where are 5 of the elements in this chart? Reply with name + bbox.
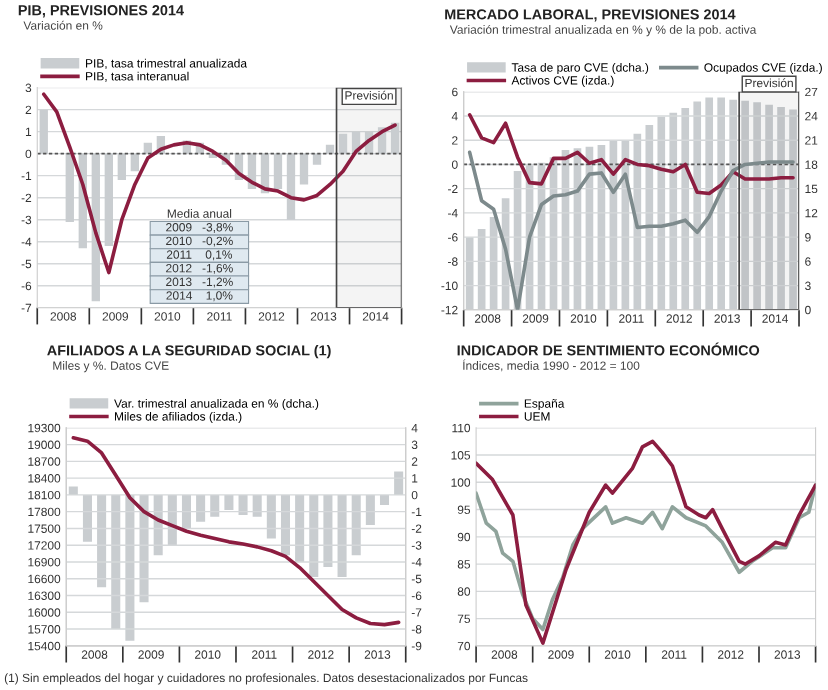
line-series (467, 112, 795, 196)
line-series (467, 150, 795, 310)
line-series (476, 483, 816, 632)
line-series (41, 92, 397, 275)
line-series (71, 436, 401, 627)
